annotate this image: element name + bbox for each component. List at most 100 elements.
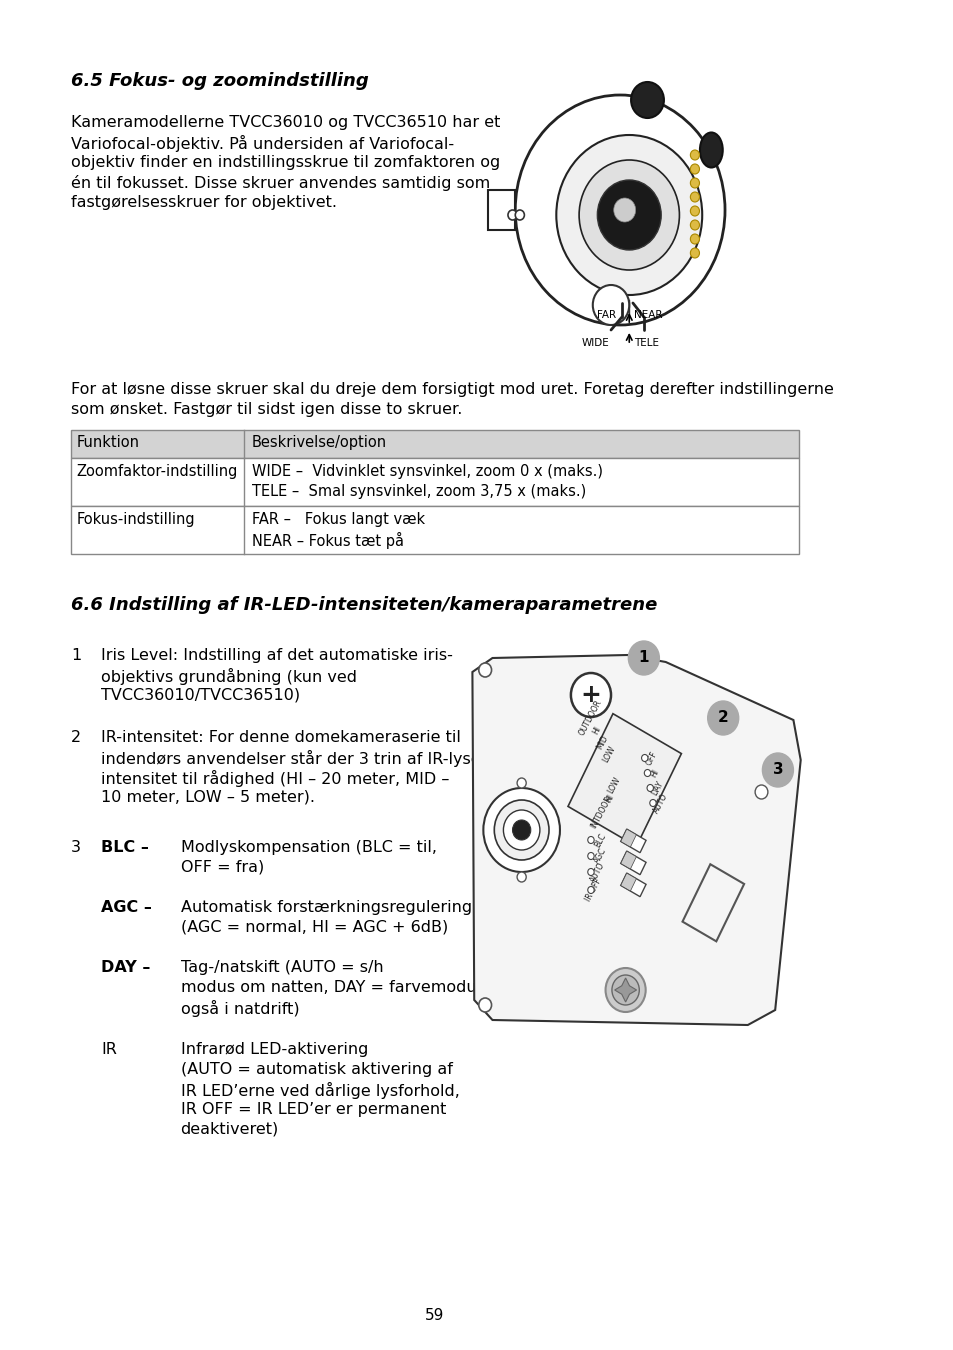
- Text: TELE: TELE: [633, 338, 659, 348]
- Text: (AGC = normal, HI = AGC + 6dB): (AGC = normal, HI = AGC + 6dB): [180, 919, 447, 936]
- Text: OFF: OFF: [644, 749, 659, 767]
- Bar: [567, 714, 680, 846]
- Text: 3: 3: [772, 763, 782, 778]
- Text: IR-intensitet: For denne domekameraserie til: IR-intensitet: For denne domekameraserie…: [101, 730, 460, 745]
- Text: 6.5 Fokus- og zoomindstilling: 6.5 Fokus- og zoomindstilling: [71, 72, 369, 90]
- Circle shape: [515, 211, 524, 220]
- Circle shape: [587, 868, 594, 876]
- Text: Iris Level: Indstilling af det automatiske iris-: Iris Level: Indstilling af det automatis…: [101, 648, 453, 663]
- Circle shape: [597, 180, 660, 250]
- Circle shape: [690, 248, 699, 258]
- Text: 1: 1: [638, 651, 648, 666]
- Text: Kameramodellerne TVCC36010 og TVCC36510 har et: Kameramodellerne TVCC36010 og TVCC36510 …: [71, 115, 500, 130]
- Bar: [620, 829, 645, 853]
- Text: 2: 2: [717, 710, 728, 725]
- Text: DAY: DAY: [649, 779, 664, 796]
- Circle shape: [646, 784, 653, 791]
- Text: HI: HI: [590, 725, 601, 736]
- Text: WIDE –  Vidvinklet synsvinkel, zoom 0 x (maks.): WIDE – Vidvinklet synsvinkel, zoom 0 x (…: [252, 464, 602, 479]
- Text: LOW: LOW: [600, 744, 617, 764]
- Circle shape: [587, 887, 594, 894]
- Text: BLC: BLC: [592, 832, 607, 849]
- Text: NEAR – Fokus tæt på: NEAR – Fokus tæt på: [252, 532, 403, 549]
- Text: én til fokusset. Disse skruer anvendes samtidig som: én til fokusset. Disse skruer anvendes s…: [71, 176, 490, 190]
- Text: HI: HI: [648, 767, 660, 779]
- Text: Modlyskompensation (BLC = til,: Modlyskompensation (BLC = til,: [180, 840, 436, 855]
- Bar: [620, 873, 645, 896]
- Circle shape: [478, 998, 491, 1012]
- Circle shape: [503, 810, 539, 850]
- Circle shape: [517, 872, 526, 882]
- Circle shape: [517, 778, 526, 788]
- Text: FAR –   Fokus langt væk: FAR – Fokus langt væk: [252, 512, 424, 526]
- Circle shape: [690, 220, 699, 230]
- Circle shape: [641, 755, 647, 761]
- Bar: [620, 850, 645, 875]
- Bar: [681, 864, 743, 941]
- Text: AGC: AGC: [592, 846, 607, 865]
- Text: Automatisk forstærkningsregulering: Automatisk forstærkningsregulering: [180, 900, 471, 915]
- Circle shape: [611, 975, 639, 1004]
- Text: HI: HI: [603, 792, 616, 803]
- Polygon shape: [472, 655, 800, 1025]
- Bar: [71, 431, 798, 458]
- Circle shape: [507, 211, 517, 220]
- Text: IR OFF = IR LED’er er permanent: IR OFF = IR LED’er er permanent: [180, 1102, 445, 1116]
- Text: OFF = fra): OFF = fra): [180, 860, 264, 875]
- Circle shape: [631, 82, 663, 117]
- Text: AGC –: AGC –: [101, 900, 152, 915]
- Circle shape: [761, 753, 793, 787]
- Circle shape: [483, 788, 559, 872]
- Bar: [71, 506, 798, 554]
- Circle shape: [755, 784, 767, 799]
- Circle shape: [578, 161, 679, 270]
- Circle shape: [556, 135, 701, 296]
- Text: TELE –  Smal synsvinkel, zoom 3,75 x (maks.): TELE – Smal synsvinkel, zoom 3,75 x (mak…: [252, 485, 585, 500]
- Text: TVCC36010/TVCC36510): TVCC36010/TVCC36510): [101, 688, 300, 703]
- Circle shape: [628, 641, 659, 675]
- Ellipse shape: [700, 132, 722, 167]
- Text: For at løsne disse skruer skal du dreje dem forsigtigt mod uret. Foretag derefte: For at løsne disse skruer skal du dreje …: [71, 382, 833, 397]
- Text: fastgørelsesskruer for objektivet.: fastgørelsesskruer for objektivet.: [71, 194, 336, 211]
- Bar: [620, 850, 636, 869]
- Circle shape: [690, 192, 699, 202]
- Circle shape: [512, 819, 530, 840]
- Text: intensitet til rådighed (HI – 20 meter, MID –: intensitet til rådighed (HI – 20 meter, …: [101, 769, 449, 787]
- Text: +: +: [580, 683, 600, 707]
- Circle shape: [690, 150, 699, 161]
- Text: objektivs grundåbning (kun ved: objektivs grundåbning (kun ved: [101, 668, 356, 684]
- Text: også i natdrift): også i natdrift): [180, 1000, 299, 1017]
- Text: som ønsket. Fastgør til sidst igen disse to skruer.: som ønsket. Fastgør til sidst igen disse…: [71, 402, 462, 417]
- Circle shape: [592, 285, 629, 325]
- Text: Funktion: Funktion: [76, 435, 139, 450]
- Bar: [620, 873, 636, 891]
- Text: (AUTO = automatisk aktivering af: (AUTO = automatisk aktivering af: [180, 1062, 452, 1077]
- Text: Tag-/natskift (AUTO = s/h: Tag-/natskift (AUTO = s/h: [180, 960, 383, 975]
- Text: Variofocal-objektiv. På undersiden af Variofocal-: Variofocal-objektiv. På undersiden af Va…: [71, 135, 454, 153]
- Text: 3: 3: [71, 840, 81, 855]
- Text: AUTO: AUTO: [651, 791, 669, 814]
- Circle shape: [690, 234, 699, 244]
- Circle shape: [587, 837, 594, 844]
- Text: BLC –: BLC –: [101, 840, 149, 855]
- Text: deaktiveret): deaktiveret): [180, 1122, 278, 1137]
- Circle shape: [707, 701, 738, 734]
- Text: 6.6 Indstilling af IR-LED-intensiteten/kameraparametrene: 6.6 Indstilling af IR-LED-intensiteten/k…: [71, 595, 657, 614]
- Text: IR: IR: [101, 1042, 117, 1057]
- Text: FAR: FAR: [597, 310, 616, 320]
- Circle shape: [649, 799, 656, 806]
- Circle shape: [613, 198, 635, 221]
- Text: IR LED’erne ved dårlige lysforhold,: IR LED’erne ved dårlige lysforhold,: [180, 1081, 459, 1099]
- Text: 1: 1: [71, 648, 81, 663]
- Text: objektiv finder en indstillingsskrue til zomfaktoren og: objektiv finder en indstillingsskrue til…: [71, 155, 500, 170]
- Text: IR OFF: IR OFF: [583, 878, 603, 903]
- Text: Beskrivelse/option: Beskrivelse/option: [252, 435, 386, 450]
- Circle shape: [478, 663, 491, 676]
- Text: indendørs anvendelser står der 3 trin af IR-lysets: indendørs anvendelser står der 3 trin af…: [101, 751, 495, 767]
- Bar: [71, 458, 798, 506]
- Bar: [620, 829, 636, 846]
- Text: Infrarød LED-aktivering: Infrarød LED-aktivering: [180, 1042, 368, 1057]
- Bar: [487, 190, 515, 230]
- Text: OUTDOOR: OUTDOOR: [578, 699, 603, 737]
- Text: modus om natten, DAY = farvemodus: modus om natten, DAY = farvemodus: [180, 980, 484, 995]
